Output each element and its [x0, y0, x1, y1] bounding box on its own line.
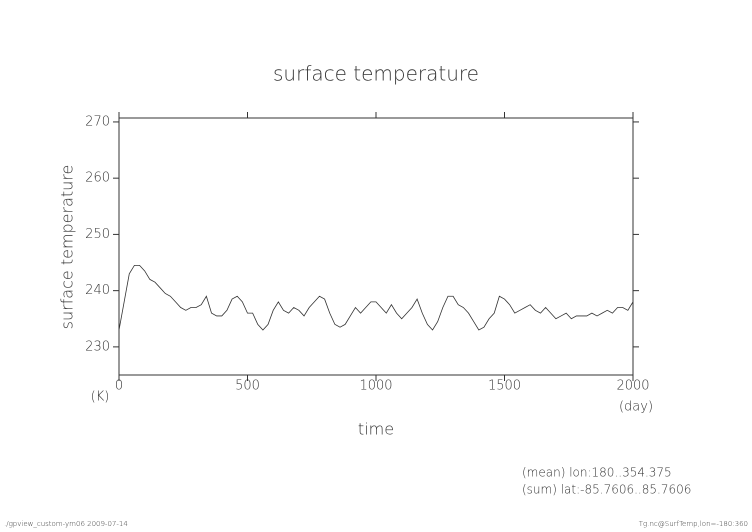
y-tick-label: 270	[85, 114, 110, 129]
footer-right: Tg.nc@SurfTemp,lon=-180:360	[639, 520, 748, 528]
x-tick-label: 1500	[488, 379, 521, 394]
x-tick-label: 500	[235, 379, 260, 394]
plot-frame	[118, 117, 634, 376]
y-tick-label: 260	[85, 171, 110, 186]
series-line	[118, 264, 634, 331]
chart-title: surface temperature	[273, 62, 479, 86]
y-axis-label: surface temperature	[58, 165, 77, 330]
x-tick-label: 2000	[616, 379, 649, 394]
x-unit: (day)	[619, 400, 653, 415]
x-tick-label: 1000	[359, 379, 392, 394]
x-tick-label: 0	[115, 379, 123, 394]
y-unit: (K)	[91, 390, 110, 405]
y-tick-label: 240	[85, 283, 110, 298]
annotation: (mean) lon:180..354.375	[522, 466, 672, 480]
y-tick-label: 250	[85, 227, 110, 242]
x-axis-label: time	[358, 420, 394, 439]
y-tick-label: 230	[85, 339, 110, 354]
footer-left: ./gpview_custom-ym06 2009-07-14	[4, 520, 128, 528]
annotation: (sum) lat:-85.7606..85.7606	[522, 483, 691, 497]
